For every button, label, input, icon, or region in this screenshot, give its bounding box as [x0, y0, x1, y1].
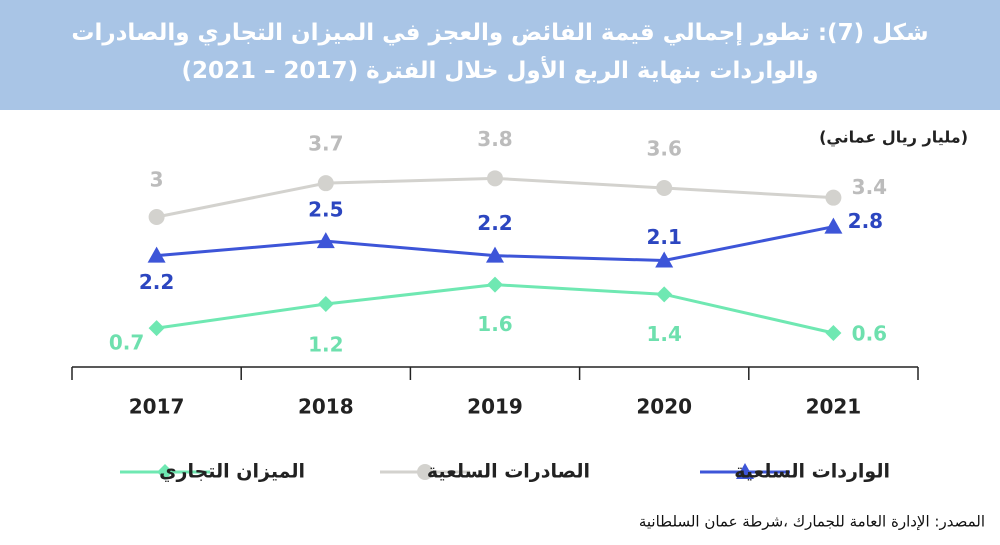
legend-marker	[417, 464, 433, 480]
source: المصدر: الإدارة العامة للجمارك ،شرطة عما…	[639, 513, 985, 531]
point	[317, 175, 334, 192]
x-tick-label: 2018	[298, 395, 354, 419]
x-tick-label: 2020	[636, 395, 692, 419]
point	[486, 246, 504, 263]
legend-label: الصادرات السلعية	[427, 461, 590, 483]
legend-marker	[157, 464, 173, 480]
point	[656, 180, 673, 196]
data-label: 3.4	[852, 175, 887, 199]
point	[487, 170, 503, 187]
data-label: 2.5	[308, 198, 343, 222]
data-label: 3.6	[646, 137, 681, 161]
legend-marker	[736, 463, 754, 479]
chart-title: شكل (7): تطور إجمالي قيمة الفائض والعجز …	[0, 0, 1000, 110]
point	[825, 189, 842, 206]
x-tick-label: 2021	[806, 395, 862, 419]
data-label: 2.2	[139, 270, 174, 294]
data-label: 2.2	[477, 211, 512, 235]
point	[655, 251, 674, 268]
point	[824, 217, 843, 234]
data-label: 0.6	[852, 322, 887, 346]
point	[147, 246, 166, 263]
point	[316, 232, 335, 249]
data-label: 3.7	[308, 132, 343, 156]
data-label: 3.8	[477, 127, 512, 151]
point	[825, 325, 842, 341]
data-label: 1.2	[308, 333, 343, 357]
data-label: 2.8	[848, 209, 883, 233]
x-tick-label: 2017	[129, 395, 185, 419]
point	[487, 276, 503, 293]
data-label: 0.7	[109, 331, 144, 355]
unit-label: (مليار ريال عماني)	[819, 128, 968, 148]
x-tick-label: 2019	[467, 395, 523, 419]
data-label: 1.4	[646, 322, 681, 346]
legend-label: الواردات السلعية	[734, 461, 890, 483]
point	[656, 286, 673, 303]
point	[148, 209, 165, 225]
legend-label: الميزان التجاري	[159, 461, 305, 484]
data-label: 3	[150, 168, 164, 192]
point	[317, 296, 334, 312]
data-label: 1.6	[477, 312, 512, 336]
data-label: 2.1	[646, 225, 681, 249]
point	[148, 320, 165, 337]
